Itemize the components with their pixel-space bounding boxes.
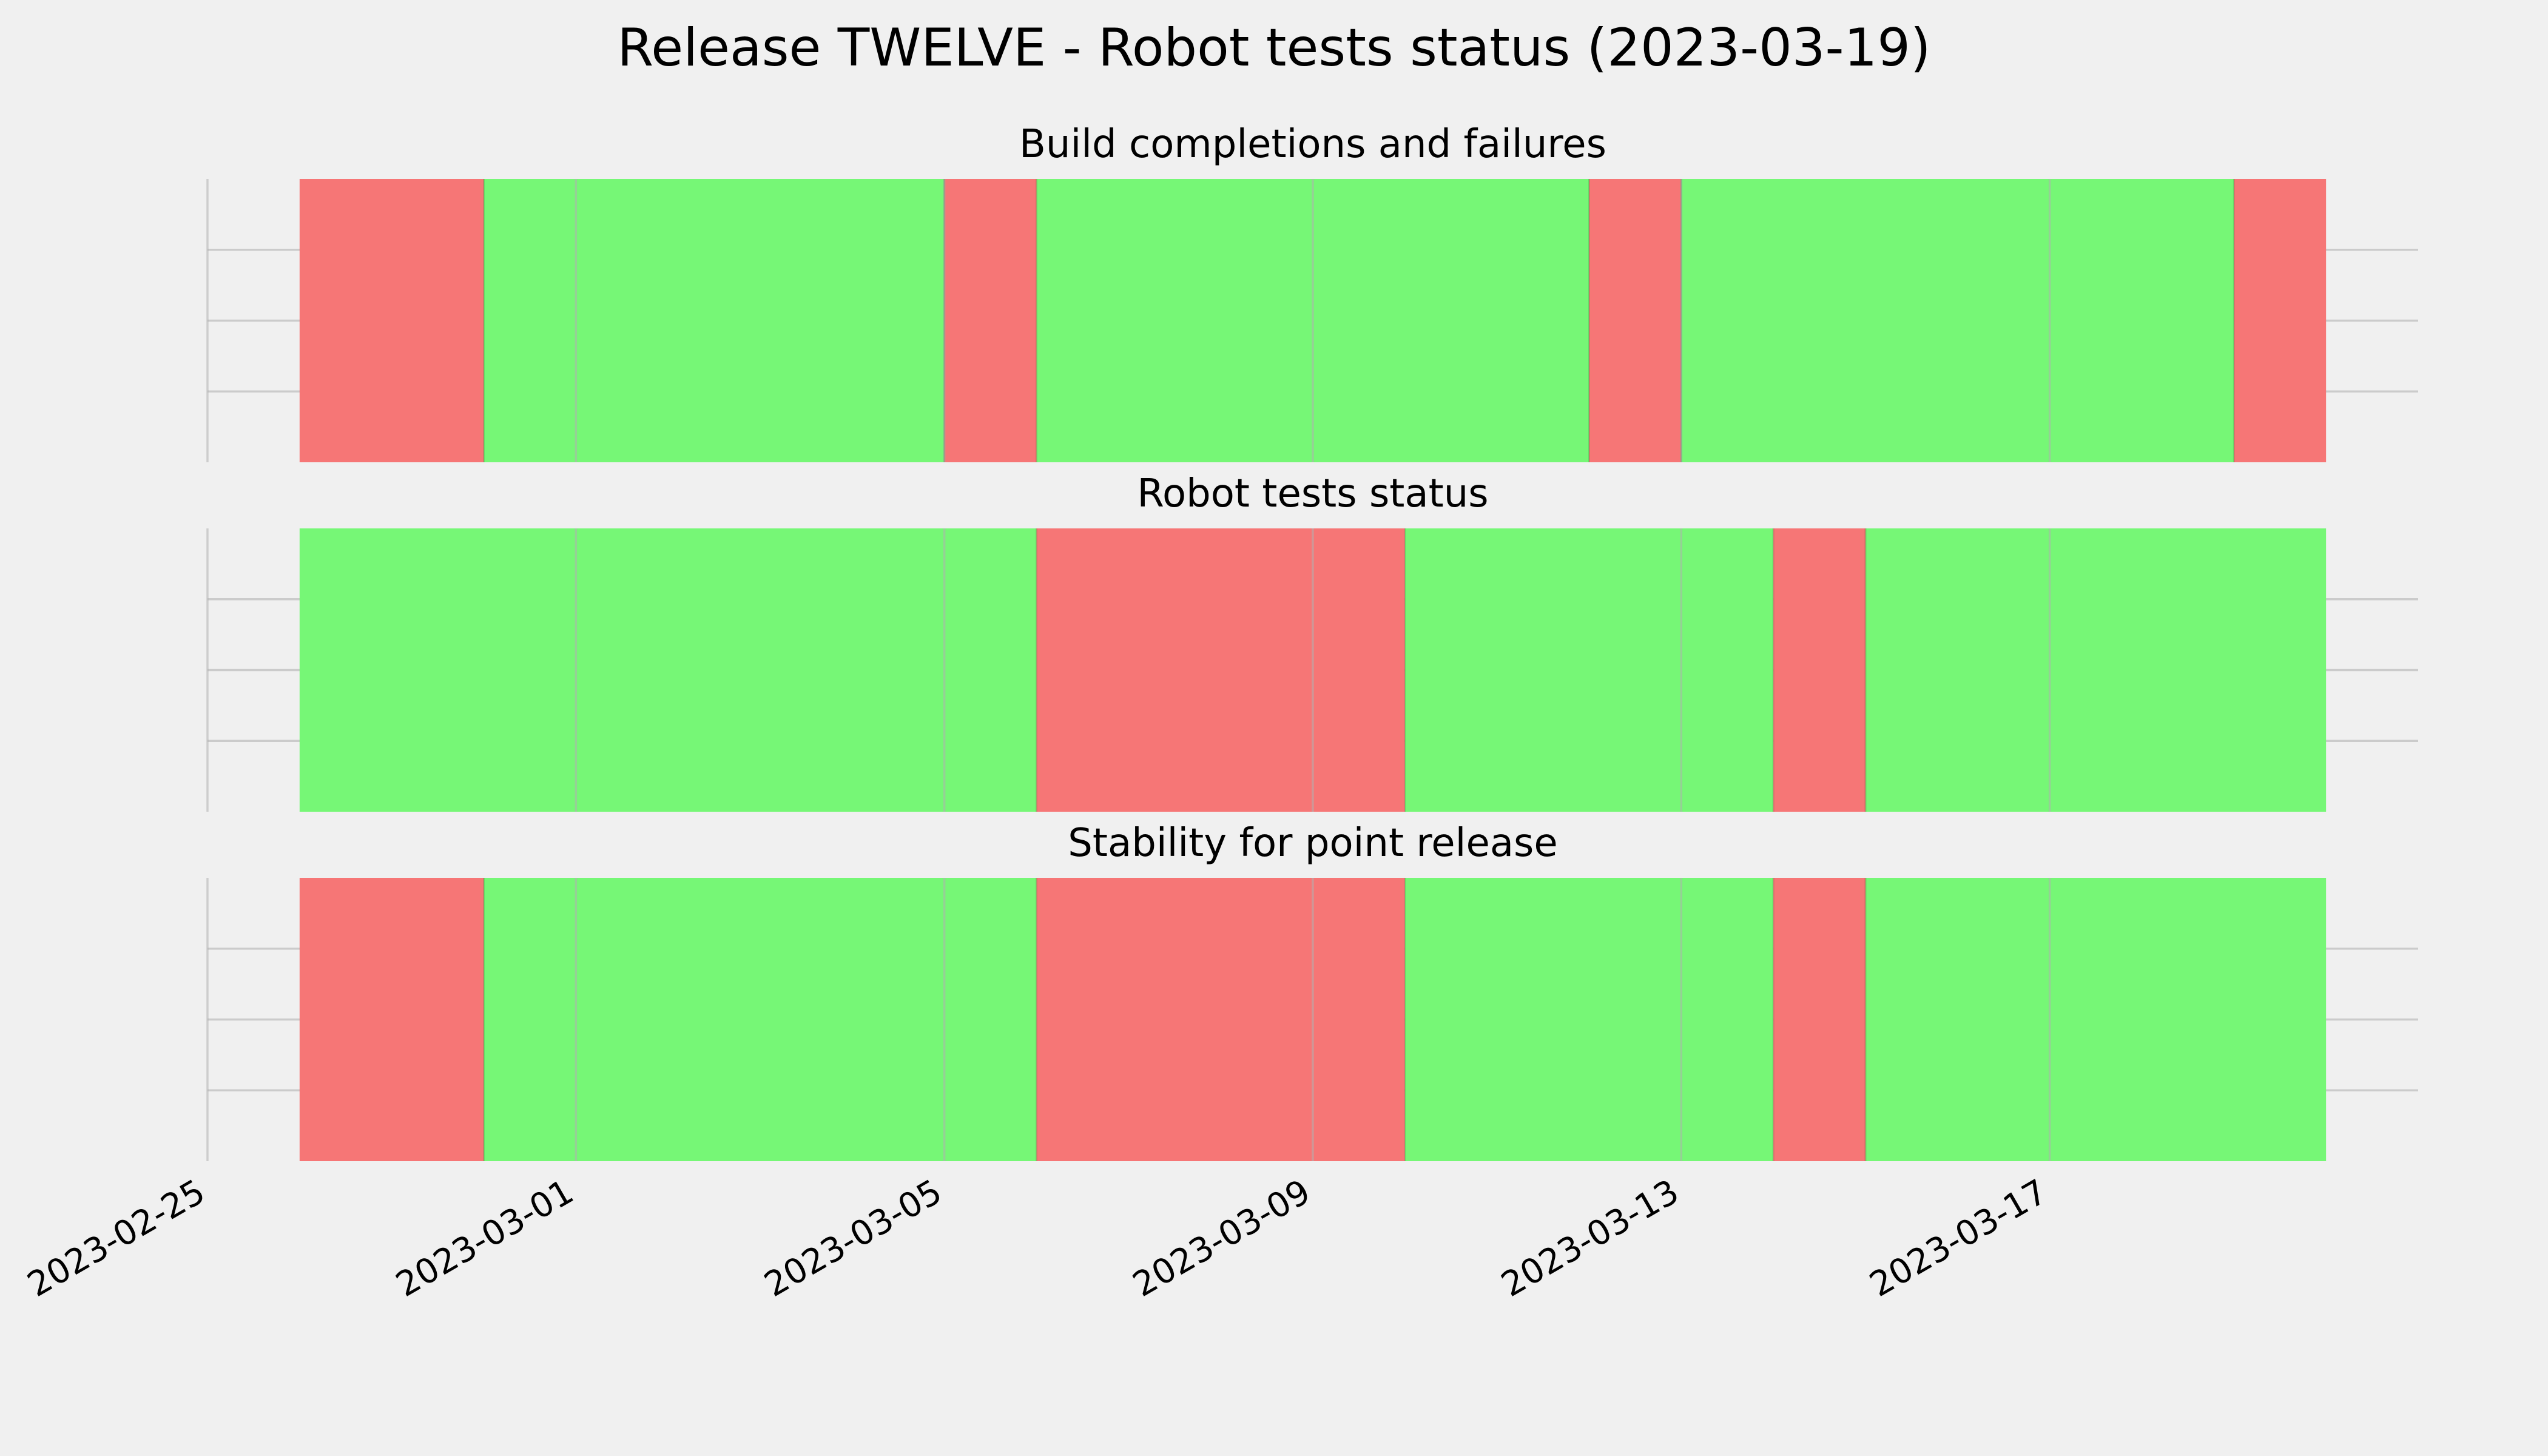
segment-pass: [1866, 528, 2327, 812]
panel-title: Robot tests status: [1137, 471, 1488, 516]
segment-pass: [1404, 528, 1774, 812]
segment-pass: [299, 528, 1037, 812]
segment-pass: [1681, 179, 2234, 462]
segment-fail: [1589, 179, 1682, 462]
segment-fail: [1773, 528, 1866, 812]
panel-3: Stability for point release: [206, 821, 2418, 1161]
segment-fail: [299, 878, 484, 1161]
segment-fail: [1773, 878, 1866, 1161]
segment-fail: [1036, 528, 1405, 812]
segment-pass: [1404, 878, 1774, 1161]
panel-1: Build completions and failures: [206, 122, 2418, 462]
segment-pass: [1866, 878, 2327, 1161]
segment-fail: [2234, 179, 2327, 462]
segment-fail: [944, 179, 1037, 462]
panel-2: Robot tests status: [206, 471, 2418, 812]
panel-title: Build completions and failures: [1019, 122, 1606, 167]
chart-title: Release TWELVE - Robot tests status (202…: [617, 18, 1930, 78]
panels-layer: Build completions and failures Robot test…: [206, 122, 2418, 1161]
segment-fail: [1036, 878, 1405, 1161]
segment-pass: [484, 878, 1037, 1161]
panel-title: Stability for point release: [1068, 821, 1558, 866]
segment-pass: [484, 179, 945, 462]
segment-fail: [299, 179, 484, 462]
